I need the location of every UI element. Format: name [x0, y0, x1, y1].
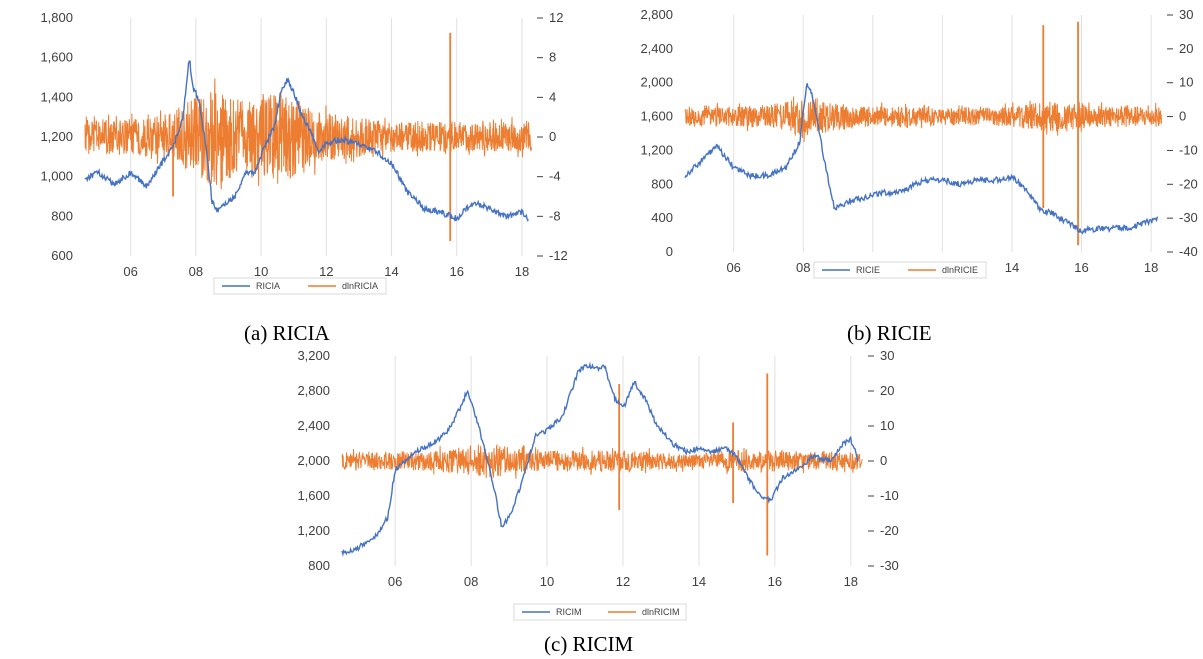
x-tick-label: 06: [726, 260, 740, 275]
legend-box: [813, 261, 987, 279]
y-left-tick-label: 2,800: [640, 7, 673, 22]
x-tick-label: 10: [540, 574, 554, 589]
y-left-tick-label: 1,600: [640, 109, 673, 124]
x-tick-label: 14: [1005, 260, 1019, 275]
y-left-tick-label: 800: [51, 208, 73, 223]
legend-label: dlnRICIE: [942, 265, 978, 275]
x-tick-label: 14: [692, 574, 706, 589]
series-RICIA: [84, 60, 530, 222]
x-tick-label: 18: [844, 574, 858, 589]
y-right-tick-label: -20: [1179, 176, 1198, 191]
x-tick-label: 10: [254, 264, 268, 279]
y-right-tick-label: 0: [549, 129, 556, 144]
y-right-tick-label: 0: [880, 453, 887, 468]
y-right-tick-label: 10: [1179, 75, 1193, 90]
y-right-tick-label: 8: [549, 50, 556, 65]
caption-c: (c) RICIM: [544, 632, 634, 656]
y-left-tick-label: 1,600: [40, 50, 73, 65]
legend-label: RICIM: [556, 607, 582, 617]
y-right-tick-label: -20: [880, 523, 899, 538]
y-left-tick-label: 1,600: [297, 488, 330, 503]
series-dlnRICIE: [684, 94, 1162, 142]
y-right-tick-label: -12: [549, 248, 568, 263]
y-right-tick-label: -10: [1179, 142, 1198, 157]
legend-box: [213, 277, 387, 295]
y-right-tick-label: 10: [880, 418, 894, 433]
y-left-tick-label: 1,000: [40, 169, 73, 184]
y-right-tick-label: -10: [880, 488, 899, 503]
y-left-tick-label: 0: [666, 244, 673, 259]
y-left-tick-label: 800: [651, 176, 673, 191]
y-right-tick-label: 30: [1179, 7, 1193, 22]
y-left-tick-label: 2,400: [297, 418, 330, 433]
y-right-tick-label: -8: [549, 208, 561, 223]
legend-label: RICIE: [856, 265, 880, 275]
legend-label: dlnRICIA: [342, 281, 378, 291]
legend-label: RICIA: [256, 281, 280, 291]
y-left-tick-label: 1,400: [40, 89, 73, 104]
y-left-tick-label: 2,400: [640, 41, 673, 56]
legend: RICIE dlnRICIE: [813, 261, 987, 279]
x-tick-label: 18: [515, 264, 529, 279]
y-left-tick-label: 600: [51, 248, 73, 263]
legend-box: [513, 603, 687, 621]
y-left-tick-label: 400: [651, 210, 673, 225]
caption-b: (b) RICIE: [847, 321, 932, 345]
chart-ricia: 06 08 10 12 14 16 186008001,0001,2001,4001,600…: [40, 10, 568, 295]
y-left-tick-label: 2,800: [297, 383, 330, 398]
y-right-tick-label: -40: [1179, 244, 1198, 259]
legend-label: dlnRICIM: [642, 607, 680, 617]
y-right-tick-label: -30: [880, 558, 899, 573]
y-left-tick-label: 800: [308, 558, 330, 573]
x-tick-label: 14: [384, 264, 398, 279]
x-tick-label: 18: [1144, 260, 1158, 275]
series-dlnRICIM: [341, 444, 863, 479]
series-RICIM: [341, 361, 859, 557]
y-left-tick-label: 3,200: [297, 348, 330, 363]
y-left-tick-label: 1,800: [40, 10, 73, 25]
caption-a: (a) RICIA: [244, 321, 330, 345]
x-tick-label: 16: [1074, 260, 1088, 275]
y-right-tick-label: -4: [549, 169, 561, 184]
legend: RICIA dlnRICIA: [213, 277, 387, 295]
x-tick-label: 12: [616, 574, 630, 589]
y-left-tick-label: 1,200: [40, 129, 73, 144]
x-tick-label: 08: [796, 260, 810, 275]
y-right-tick-label: 20: [880, 383, 894, 398]
series-RICIE: [684, 83, 1159, 235]
y-right-tick-label: 30: [880, 348, 894, 363]
y-left-tick-label: 1,200: [297, 523, 330, 538]
legend: RICIM dlnRICIM: [513, 603, 687, 621]
x-tick-label: 16: [768, 574, 782, 589]
y-left-tick-label: 1,200: [640, 142, 673, 157]
x-tick-label: 06: [388, 574, 402, 589]
y-right-tick-label: 20: [1179, 41, 1193, 56]
y-right-tick-label: 4: [549, 89, 556, 104]
y-right-tick-label: 0: [1179, 109, 1186, 124]
chart-ricim: 06 08 10 12 14 16 18 800 1,200 1,600 2,000 2,400 2,8…: [297, 348, 899, 621]
x-tick-label: 16: [450, 264, 464, 279]
series-dlnRICIA: [84, 78, 533, 190]
x-tick-label: 06: [123, 264, 137, 279]
chart-ricie: 0608101214161804008001,2001,6002,0002,40…: [640, 7, 1198, 279]
y-left-tick-label: 2,000: [297, 453, 330, 468]
y-left-tick-label: 2,000: [640, 75, 673, 90]
x-tick-label: 08: [189, 264, 203, 279]
x-tick-label: 12: [319, 264, 333, 279]
y-right-tick-label: -30: [1179, 210, 1198, 225]
y-right-tick-label: 12: [549, 10, 563, 25]
x-tick-label: 08: [464, 574, 478, 589]
